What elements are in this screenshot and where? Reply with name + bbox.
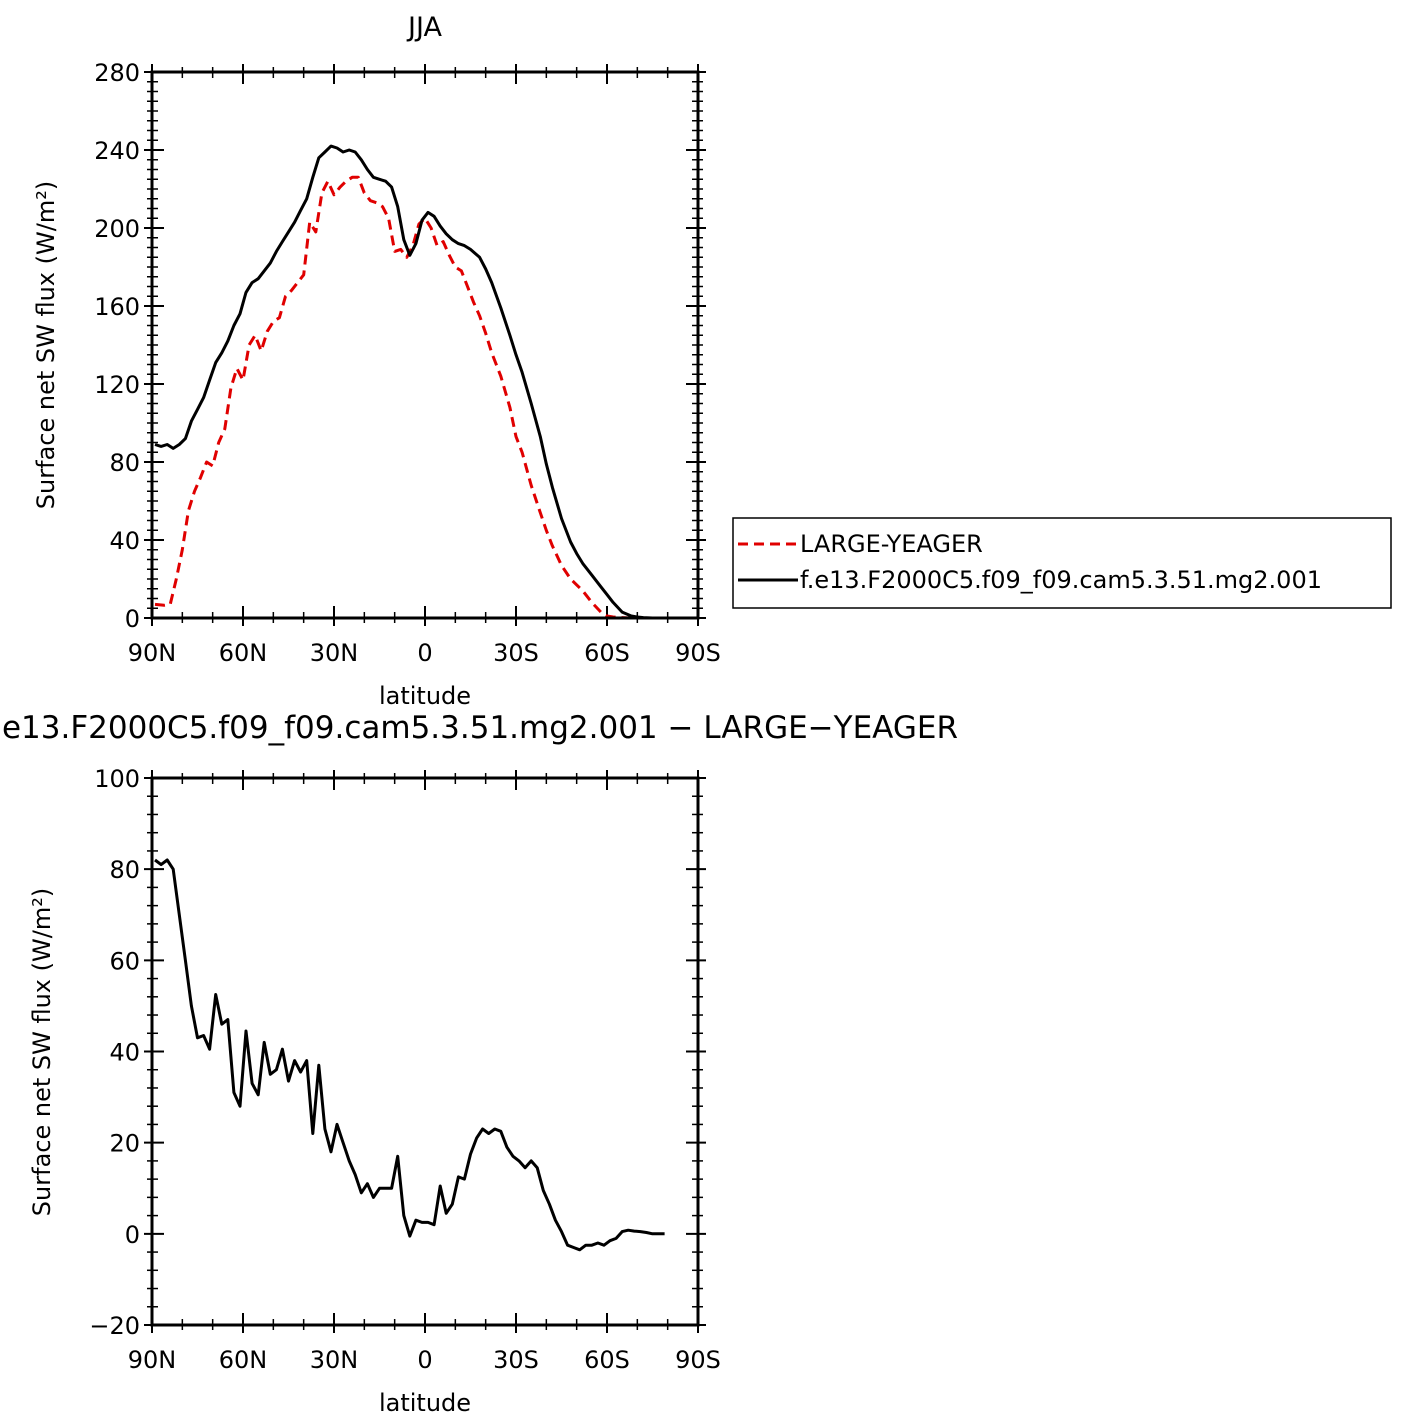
- top-y-tick-label: 120: [94, 371, 140, 399]
- bottom-y-axis-label: Surface net SW flux (W/m²): [28, 888, 56, 1216]
- top-title: JJA: [406, 12, 442, 43]
- top-x-tick-label: 60N: [219, 639, 268, 667]
- top-y-tick-label: 40: [109, 527, 140, 555]
- bot-x-tick-label: 90S: [675, 1346, 721, 1374]
- top-y-tick-label: 280: [94, 59, 140, 87]
- top-x-tick-label: 90N: [128, 639, 177, 667]
- top-y-tick-label: 0: [125, 605, 140, 633]
- bot-x-tick-label: 60S: [584, 1346, 630, 1374]
- bottom-x-tick-labels: 90N 60N 30N 0 30S 60S 90S: [128, 1346, 721, 1374]
- bot-y-tick-label: 20: [109, 1130, 140, 1158]
- bottom-y-tick-labels: −20 0 20 40 60 80 100: [89, 765, 140, 1340]
- top-tick-marks: [144, 64, 706, 626]
- bottom-plot-frame: [150, 776, 700, 1327]
- bot-y-tick-label: 40: [109, 1039, 140, 1067]
- top-x-tick-labels: 90N 60N 30N 0 30S 60S 90S: [128, 639, 721, 667]
- legend-box: [732, 517, 1392, 609]
- bottom-x-axis-label: latitude: [379, 1389, 471, 1417]
- bot-x-tick-label: 60N: [219, 1346, 268, 1374]
- bottom-panel: f.e13.F2000C5.f09_f09.cam5.3.51.mg2.001 …: [0, 710, 958, 1417]
- bot-y-tick-label: 60: [109, 947, 140, 975]
- top-y-tick-label: 80: [109, 449, 140, 477]
- top-x-tick-label: 90S: [675, 639, 721, 667]
- top-series-group: [154, 144, 668, 620]
- top-series-line-1: [154, 144, 668, 620]
- top-y-tick-label: 160: [94, 293, 140, 321]
- top-x-tick-label: 0: [417, 639, 432, 667]
- bot-y-tick-label: −20: [89, 1312, 140, 1340]
- bot-x-tick-label: 30N: [310, 1346, 359, 1374]
- top-y-tick-label: 240: [94, 137, 140, 165]
- bot-y-tick-label: 80: [109, 856, 140, 884]
- bot-x-tick-label: 30S: [493, 1346, 539, 1374]
- top-series-line-0: [154, 175, 668, 620]
- bottom-title: f.e13.F2000C5.f09_f09.cam5.3.51.mg2.001 …: [0, 710, 958, 746]
- bottom-series-group: [154, 858, 665, 1252]
- bot-x-tick-label: 90N: [128, 1346, 177, 1374]
- top-y-tick-label: 200: [94, 215, 140, 243]
- bot-y-tick-label: 0: [125, 1221, 140, 1249]
- top-x-axis-label: latitude: [379, 682, 471, 710]
- top-y-axis-label: Surface net SW flux (W/m²): [32, 181, 60, 509]
- top-x-tick-label: 60S: [584, 639, 630, 667]
- legend-label-cam5: f.e13.F2000C5.f09_f09.cam5.3.51.mg2.001: [800, 566, 1322, 594]
- legend-label-large-yeager: LARGE-YEAGER: [800, 530, 983, 558]
- bot-y-tick-label: 100: [94, 765, 140, 793]
- top-x-tick-label: 30S: [493, 639, 539, 667]
- top-plot-frame: [150, 70, 700, 620]
- legend: LARGE-YEAGER f.e13.F2000C5.f09_f09.cam5.…: [732, 517, 1392, 609]
- bot-x-tick-label: 0: [417, 1346, 432, 1374]
- bottom-tick-marks: [144, 770, 706, 1333]
- top-x-tick-label: 30N: [310, 639, 359, 667]
- top-y-tick-labels: 0 40 80 120 160 200 240 280: [94, 59, 140, 633]
- top-panel: JJA 0 40 80 120 160 200 240 280 90N 60N 30N 0 30S 60…: [32, 12, 1392, 710]
- bot-series-line-0: [154, 858, 665, 1252]
